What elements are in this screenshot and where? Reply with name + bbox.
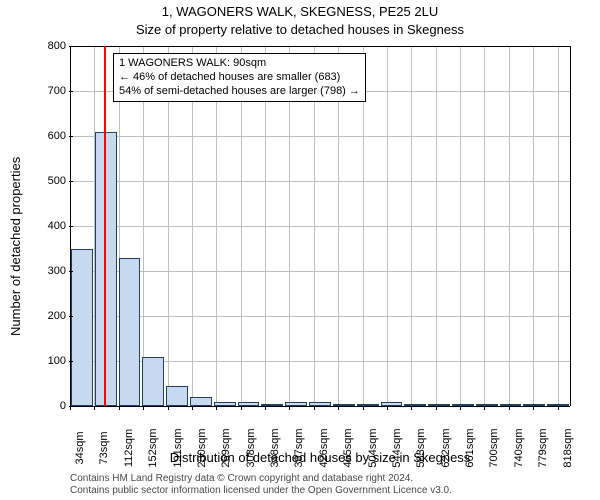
histogram-bar [428,404,450,406]
x-tick-mark [460,406,461,410]
x-tick-mark [94,406,95,410]
x-tick-mark [484,406,485,410]
x-tick-mark [216,406,217,410]
y-tick-label: 800 [40,40,66,52]
histogram-bar [404,404,426,406]
x-tick-mark [168,406,169,410]
y-tick-label: 0 [40,400,66,412]
x-tick-mark [387,406,388,410]
x-tick-mark [289,406,290,410]
x-tick-mark [533,406,534,410]
histogram-bar [309,402,331,407]
histogram-bar [357,404,379,406]
y-tick-label: 500 [40,175,66,187]
y-tick-mark [69,271,73,272]
y-tick-label: 300 [40,265,66,277]
histogram-bar [333,404,355,406]
histogram-bar [190,397,212,406]
histogram-bar [119,258,141,407]
y-tick-label: 400 [40,220,66,232]
x-tick-mark [411,406,412,410]
y-tick-mark [69,136,73,137]
y-tick-label: 200 [40,310,66,322]
y-tick-label: 700 [40,85,66,97]
x-tick-mark [363,406,364,410]
y-tick-mark [69,46,73,47]
y-tick-mark [69,91,73,92]
x-axis-label: Distribution of detached houses by size … [70,450,570,465]
histogram-bar [166,386,188,406]
annotation-line: 54% of semi-detached houses are larger (… [119,85,360,99]
x-tick-mark [143,406,144,410]
x-tick-mark [265,406,266,410]
x-tick-mark [509,406,510,410]
histogram-bar [500,404,522,406]
y-tick-label: 100 [40,355,66,367]
histogram-bar [142,357,164,407]
page-title-line1: 1, WAGONERS WALK, SKEGNESS, PE25 2LU [0,4,600,19]
footer-line: Contains HM Land Registry data © Crown c… [70,473,452,485]
attribution-footer: Contains HM Land Registry data © Crown c… [70,473,452,496]
axis-line [570,46,571,406]
footer-line: Contains public sector information licen… [70,485,452,497]
x-tick-mark [192,406,193,410]
y-tick-label: 600 [40,130,66,142]
annotation-box: 1 WAGONERS WALK: 90sqm ← 46% of detached… [113,53,366,102]
x-tick-mark [558,406,559,410]
axis-line [70,406,570,407]
y-tick-mark [69,316,73,317]
y-tick-mark [69,226,73,227]
x-tick-mark [119,406,120,410]
histogram-bar [452,404,474,406]
y-tick-mark [69,181,73,182]
x-tick-mark [314,406,315,410]
annotation-line: ← 46% of detached houses are smaller (68… [119,71,360,85]
histogram-bar [381,402,403,406]
page-title-line2: Size of property relative to detached ho… [0,22,600,37]
x-tick-mark [241,406,242,410]
histogram-bar [71,249,93,407]
histogram-bar [476,404,498,406]
x-tick-mark [436,406,437,410]
histogram-bar [523,404,545,406]
y-tick-mark [69,361,73,362]
x-tick-mark [338,406,339,410]
property-marker-line [104,46,106,406]
annotation-line: 1 WAGONERS WALK: 90sqm [119,57,360,71]
x-tick-mark [70,406,71,410]
y-axis-label: Number of detached properties [8,157,23,336]
